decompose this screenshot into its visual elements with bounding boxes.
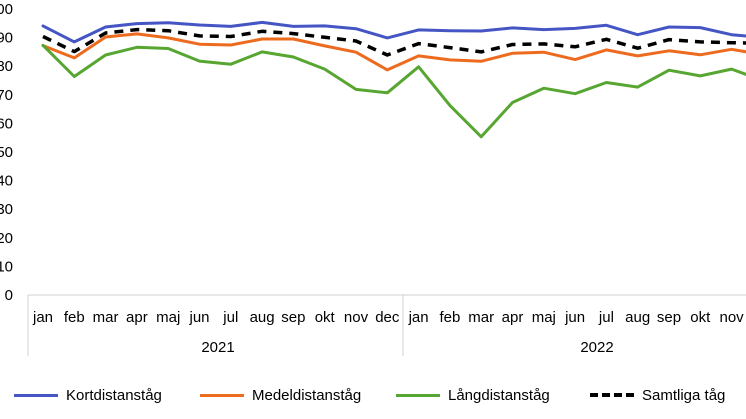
x-tick-label: jun — [564, 309, 585, 326]
legend-label-langdistanstag: Långdistanståg — [448, 386, 550, 404]
y-tick-label: 10 — [0, 258, 13, 275]
legend-item-kortdistanstag: Kortdistanståg — [14, 380, 162, 410]
x-tick-label: maj — [156, 309, 180, 326]
legend-swatch-kortdistanstag — [14, 393, 58, 397]
legend-label-samtliga-tag: Samtliga tåg — [642, 386, 726, 404]
legend-swatch-medeldistanstag — [200, 393, 244, 397]
y-tick-label: 80 — [0, 58, 13, 75]
x-tick-label: sep — [657, 309, 681, 326]
y-tick-label: 20 — [0, 230, 13, 247]
y-tick-label: 90 — [0, 30, 13, 47]
x-tick-label: feb — [439, 309, 460, 326]
y-tick-label: 30 — [0, 201, 13, 218]
x-tick-label: jan — [32, 309, 53, 326]
x-tick-label: apr — [502, 309, 524, 326]
y-tick-label: 100 — [0, 1, 13, 18]
legend-swatch-samtliga-tag — [590, 393, 634, 397]
x-tick-label: nov — [344, 309, 369, 326]
x-axis — [27, 294, 746, 356]
legend: Kortdistanståg Medeldistanståg Långdista… — [0, 380, 746, 410]
legend-item-langdistanstag: Långdistanståg — [396, 380, 550, 410]
series-line-1 — [41, 32, 746, 72]
y-tick-label: 70 — [0, 87, 13, 104]
y-tick-label: 60 — [0, 115, 13, 132]
legend-swatch-langdistanstag — [396, 393, 440, 397]
legend-label-medeldistanstag: Medeldistanståg — [252, 386, 362, 404]
x-axis-year-labels: 2021 2022 — [201, 339, 613, 356]
x-tick-label: mar — [468, 309, 494, 326]
x-tick-label: jul — [222, 309, 238, 326]
series-line-3 — [42, 27, 746, 57]
legend-label-kortdistanstag: Kortdistanståg — [66, 386, 162, 404]
x-tick-label: maj — [532, 309, 556, 326]
x-tick-label: sep — [281, 309, 305, 326]
x-tick-label: aug — [250, 309, 275, 326]
y-tick-label: 0 — [5, 287, 13, 304]
x-tick-label: apr — [126, 309, 148, 326]
year-label-2021: 2021 — [201, 339, 234, 356]
legend-item-medeldistanstag: Medeldistanståg — [200, 380, 361, 410]
x-tick-label: jul — [598, 309, 614, 326]
x-tick-label: dec — [375, 309, 400, 326]
y-tick-label: 40 — [0, 173, 13, 190]
series-line-2 — [41, 43, 746, 139]
x-axis-tick-labels: jan feb mar apr maj jun jul aug sep okt nov dec jan f… — [32, 309, 745, 326]
x-tick-label: okt — [315, 309, 336, 326]
x-tick-label: nov — [720, 309, 745, 326]
year-label-2022: 2022 — [580, 339, 613, 356]
x-tick-label: jun — [188, 309, 209, 326]
series-line-0 — [41, 20, 746, 44]
series-lines — [41, 20, 746, 139]
x-tick-label: okt — [690, 309, 711, 326]
x-tick-label: mar — [93, 309, 119, 326]
x-tick-label: feb — [64, 309, 85, 326]
y-axis-tick-labels: 0 10 20 30 40 50 60 70 80 90 100 — [0, 1, 13, 304]
legend-item-samtliga-tag: Samtliga tåg — [590, 380, 725, 410]
x-tick-label: aug — [625, 309, 650, 326]
x-tick-label: jan — [408, 309, 429, 326]
y-tick-label: 50 — [0, 144, 13, 161]
